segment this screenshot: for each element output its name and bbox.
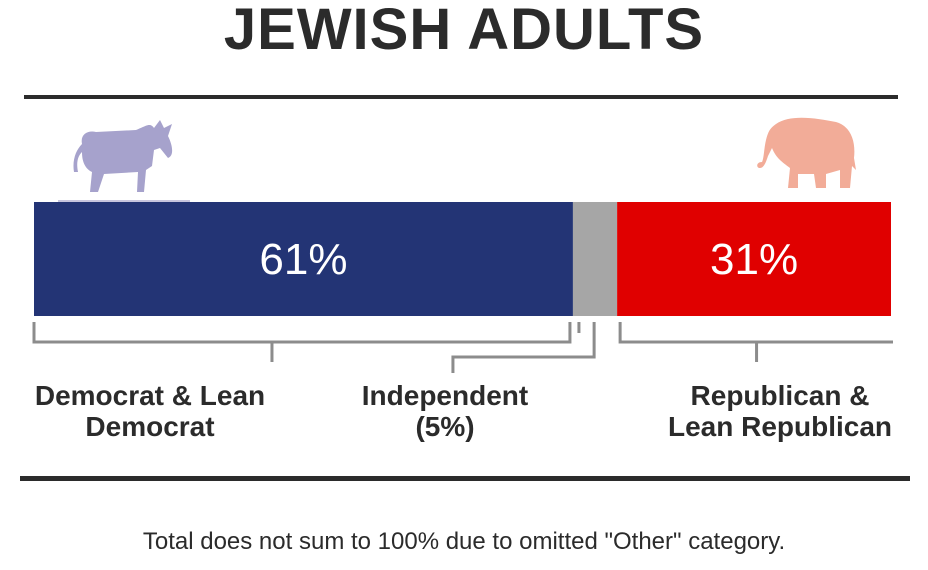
label-republican-line1: Republican & — [690, 380, 870, 411]
bar-democrat — [34, 202, 573, 316]
label-republican: Republican & Lean Republican — [630, 380, 928, 442]
bottom-divider — [20, 476, 910, 481]
bracket-republican — [618, 322, 893, 344]
footnote: Total does not sum to 100% due to omitte… — [142, 528, 786, 555]
bar-independent — [572, 202, 618, 316]
top-divider — [24, 95, 898, 99]
elephant-icon — [757, 117, 856, 188]
label-democrat-line1: Democrat & Lean — [34, 380, 266, 411]
label-independent-line2: (5%) — [415, 411, 475, 442]
bar-republican — [617, 202, 891, 316]
label-independent-line1: Independent — [361, 380, 529, 411]
donkey-icon — [58, 120, 190, 202]
chart-title: JEWISH ADULTS — [223, 0, 705, 62]
bracket-independent — [451, 322, 596, 373]
bracket-democrat — [32, 322, 572, 344]
bar-democrat-value-label: 61% — [259, 235, 347, 284]
label-independent: Independent (5%) — [325, 380, 565, 442]
bar-republican-value-label: 31% — [710, 235, 798, 284]
label-democrat-line2: Democrat — [85, 411, 215, 442]
label-democrat: Democrat & Lean Democrat — [0, 380, 300, 442]
label-republican-line2: Lean Republican — [667, 411, 893, 442]
